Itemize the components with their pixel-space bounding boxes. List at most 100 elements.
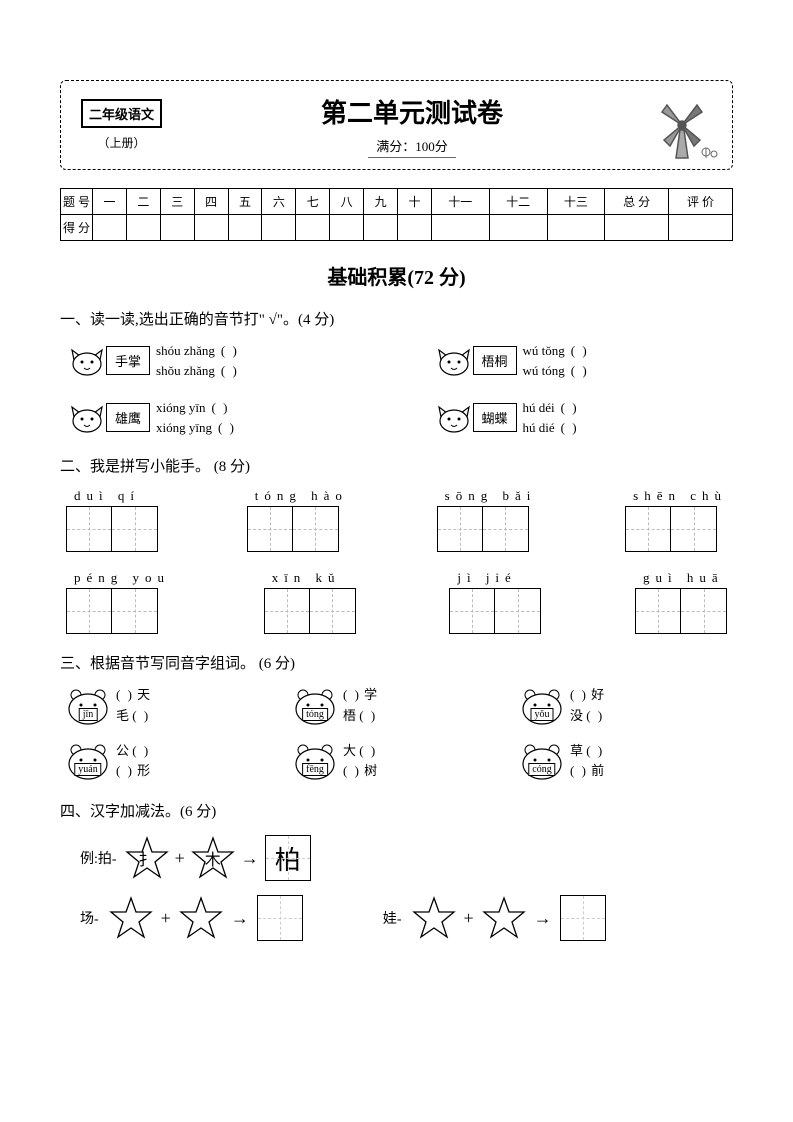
q3-item: cóng 草 前 <box>520 741 727 783</box>
pinyin-options[interactable]: xióng yīnxióng yīng <box>156 398 236 437</box>
header-banner: 二年级语文 （上册） 第二单元测试卷 满分：100分 <box>60 80 733 170</box>
pinyin-label: jì jié <box>449 570 541 586</box>
pinyin-label: xīn kǔ <box>264 570 356 586</box>
hamster-icon: yǒu <box>520 687 564 725</box>
star-icon[interactable] <box>482 896 526 940</box>
q3-lines[interactable]: 大 树 <box>343 741 377 783</box>
q3-grid: jīn 天 毛 tóng 学 梧 yǒu 好 没 yuán 公 形 fēng 大… <box>60 685 733 782</box>
result-box: 柏 <box>265 835 311 881</box>
star-icon: 木 <box>191 836 235 880</box>
row-label: 得 分 <box>61 215 93 241</box>
q2-item: guì huā <box>635 570 727 634</box>
q1-heading: 一、读一读,选出正确的音节打" √"。(4 分) <box>60 308 733 329</box>
q2-item: shēn chù <box>625 488 727 552</box>
arrow-icon: → <box>231 908 249 929</box>
tianzige[interactable] <box>66 588 170 634</box>
full-score: 满分：100分 <box>368 136 456 158</box>
score-header-row: 题 号 一 二 三 四 五 六 七 八 九 十 十一 十二 十三 总 分 评 价 <box>61 189 733 215</box>
pinyin-label: guì huā <box>635 570 727 586</box>
cat-icon <box>70 346 104 376</box>
windmill-icon <box>642 90 722 160</box>
pinyin-options[interactable]: shóu zhǎngshǒu zhǎng <box>156 341 239 380</box>
pinyin-options[interactable]: wú tǒngwú tóng <box>523 341 589 380</box>
q2-heading: 二、我是拼写小能手。 (8 分) <box>60 455 733 476</box>
pinyin-label: sōng bǎi <box>437 488 537 504</box>
arrow-icon: → <box>534 908 552 929</box>
star-icon[interactable] <box>179 896 223 940</box>
section-title: 基础积累(72 分) <box>60 261 733 290</box>
pinyin-label: shēn chù <box>625 488 727 504</box>
q1-item: 手掌 shóu zhǎngshǒu zhǎng <box>70 341 357 380</box>
example-label: 例:拍- <box>80 848 117 868</box>
word-box: 雄鹰 <box>106 403 150 432</box>
volume-label: （上册） <box>81 134 162 151</box>
pinyin-options[interactable]: hú déihú dié <box>523 398 579 437</box>
plus-icon: + <box>161 908 171 929</box>
subject-box: 二年级语文 （上册） <box>81 99 162 151</box>
q3-item: jīn 天 毛 <box>66 685 273 727</box>
q4-heading: 四、汉字加减法。(6 分) <box>60 800 733 821</box>
q3-item: yuán 公 形 <box>66 741 273 783</box>
pinyin-label: tóng hào <box>247 488 348 504</box>
q3-item: tóng 学 梧 <box>293 685 500 727</box>
q2-item: xīn kǔ <box>264 570 356 634</box>
q3-lines[interactable]: 草 前 <box>570 741 604 783</box>
q4-item: 场- + → <box>80 895 303 941</box>
tianzige[interactable] <box>264 588 356 634</box>
tianzige[interactable] <box>635 588 727 634</box>
word-box: 手掌 <box>106 346 150 375</box>
star-icon: 扌 <box>125 836 169 880</box>
tianzige[interactable] <box>437 506 537 552</box>
q3-lines[interactable]: 公 形 <box>116 741 150 783</box>
q4-example: 例:拍- 扌 + 木 → 柏 <box>80 835 733 881</box>
q3-item: yǒu 好 没 <box>520 685 727 727</box>
result-box[interactable] <box>257 895 303 941</box>
tianzige[interactable] <box>66 506 158 552</box>
q4-item: 娃- + → <box>383 895 606 941</box>
q3-heading: 三、根据音节写同音字组词。 (6 分) <box>60 652 733 673</box>
word-box: 梧桐 <box>473 346 517 375</box>
hamster-icon: yuán <box>66 742 110 780</box>
hamster-icon: tóng <box>293 687 337 725</box>
row-label: 题 号 <box>61 189 93 215</box>
q2-row-1: duì qí tóng hào sōng bǎi shēn chù <box>60 488 733 552</box>
tianzige[interactable] <box>247 506 348 552</box>
score-value-row: 得 分 <box>61 215 733 241</box>
pinyin-label: duì qí <box>66 488 158 504</box>
word-box: 蝴蝶 <box>473 403 517 432</box>
q1-grid: 手掌 shóu zhǎngshǒu zhǎng 梧桐 wú tǒngwú tón… <box>60 341 733 437</box>
q2-row-2: péng you xīn kǔ jì jié guì huā <box>60 570 733 634</box>
title-block: 第二单元测试卷 满分：100分 <box>182 93 642 158</box>
q3-lines[interactable]: 天 毛 <box>116 685 150 727</box>
q2-item: sōng bǎi <box>437 488 537 552</box>
q4-items: 场- + → 娃- + → <box>80 895 733 941</box>
star-icon[interactable] <box>412 896 456 940</box>
q3-lines[interactable]: 学 梧 <box>343 685 377 727</box>
plus-icon: + <box>175 848 185 869</box>
q2-item: jì jié <box>449 570 541 634</box>
tianzige[interactable] <box>625 506 727 552</box>
score-table: 题 号 一 二 三 四 五 六 七 八 九 十 十一 十二 十三 总 分 评 价… <box>60 188 733 241</box>
q2-item: duì qí <box>66 488 158 552</box>
q3-lines[interactable]: 好 没 <box>570 685 604 727</box>
q2-item: tóng hào <box>247 488 348 552</box>
hamster-icon: jīn <box>66 687 110 725</box>
q1-item: 蝴蝶 hú déihú dié <box>437 398 724 437</box>
cat-icon <box>437 403 471 433</box>
q2-item: péng you <box>66 570 170 634</box>
arrow-icon: → <box>241 848 259 869</box>
hamster-icon: fēng <box>293 742 337 780</box>
pinyin-label: péng you <box>66 570 170 586</box>
plus-icon: + <box>464 908 474 929</box>
q3-item: fēng 大 树 <box>293 741 500 783</box>
cat-icon <box>437 346 471 376</box>
main-title: 第二单元测试卷 <box>182 93 642 130</box>
tianzige[interactable] <box>449 588 541 634</box>
star-icon[interactable] <box>109 896 153 940</box>
cat-icon <box>70 403 104 433</box>
hamster-icon: cóng <box>520 742 564 780</box>
q1-item: 雄鹰 xióng yīnxióng yīng <box>70 398 357 437</box>
result-box[interactable] <box>560 895 606 941</box>
q1-item: 梧桐 wú tǒngwú tóng <box>437 341 724 380</box>
subject-label: 二年级语文 <box>81 99 162 128</box>
